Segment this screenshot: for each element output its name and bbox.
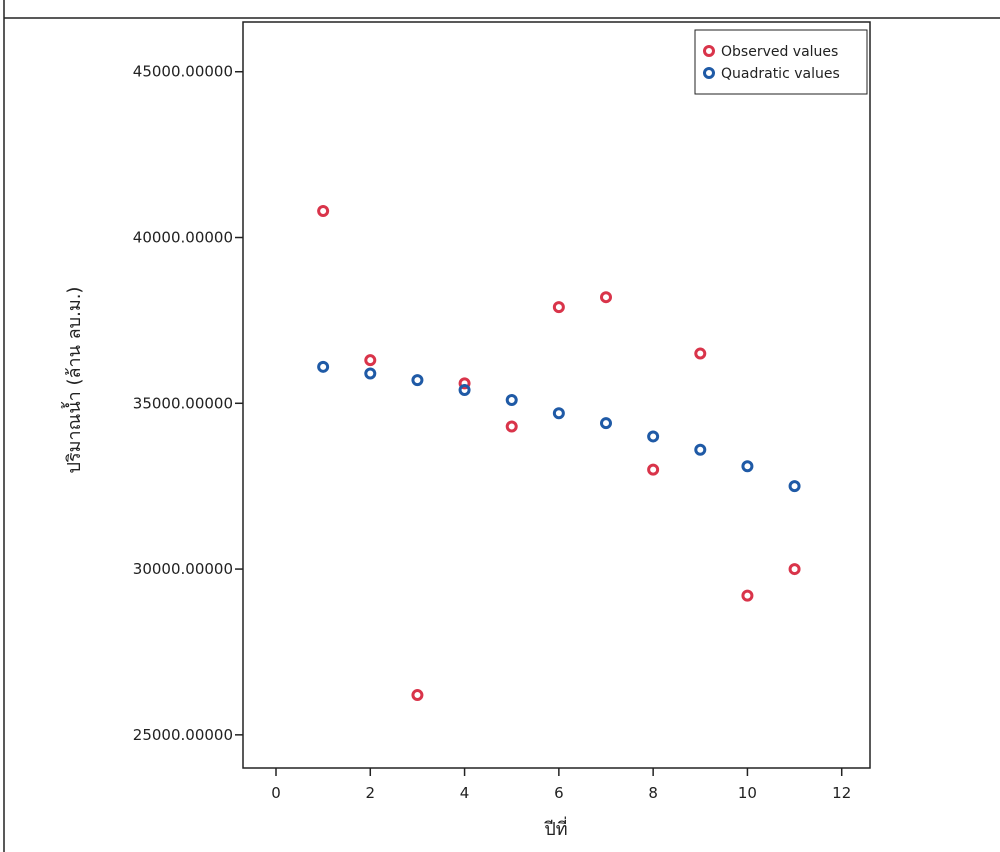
observed-point-6 [602, 293, 611, 302]
quadratic-point-2 [413, 376, 422, 385]
x-axis-title: ปีที่ [544, 816, 568, 840]
quadratic-point-3 [460, 386, 469, 395]
observed-point-8 [696, 349, 705, 358]
y-tick-label-4: 45000.00000 [133, 63, 233, 81]
legend-label-quadratic: Quadratic values [721, 66, 840, 82]
observed-point-10 [790, 565, 799, 574]
x-tick-label-0: 0 [271, 784, 281, 802]
plot-area [243, 22, 870, 768]
observed-point-2 [413, 691, 422, 700]
y-tick-label-2: 35000.00000 [133, 394, 233, 412]
x-tick-label-3: 6 [554, 784, 564, 802]
x-tick-label-1: 2 [366, 784, 376, 802]
legend-box [695, 30, 867, 94]
legend-label-observed: Observed values [721, 44, 838, 60]
observed-point-5 [554, 303, 563, 312]
observed-point-7 [649, 465, 658, 474]
quadratic-point-0 [319, 362, 328, 371]
y-axis: 25000.00000 30000.00000 35000.00000 40000.0… [133, 63, 243, 744]
legend: Observed values Quadratic values [695, 30, 867, 94]
quadratic-point-6 [602, 419, 611, 428]
observed-point-4 [507, 422, 516, 431]
quadratic-point-7 [649, 432, 658, 441]
observed-point-9 [743, 591, 752, 600]
quadratic-point-4 [507, 395, 516, 404]
y-tick-label-0: 25000.00000 [133, 726, 233, 744]
quadratic-point-1 [366, 369, 375, 378]
y-axis-title: ปริมาณน้ำ (ล้าน ลบ.ม.) [61, 287, 85, 474]
quadratic-point-8 [696, 445, 705, 454]
quadratic-point-10 [790, 482, 799, 491]
quadratic-point-9 [743, 462, 752, 471]
y-tick-label-1: 30000.00000 [133, 560, 233, 578]
data-marks [319, 206, 799, 699]
observed-point-0 [319, 206, 328, 215]
x-tick-label-2: 4 [460, 784, 470, 802]
quadratic-point-5 [554, 409, 563, 418]
x-tick-label-4: 8 [648, 784, 658, 802]
y-tick-label-3: 40000.00000 [133, 229, 233, 247]
x-tick-label-5: 10 [738, 784, 757, 802]
x-tick-label-6: 12 [832, 784, 851, 802]
observed-point-1 [366, 356, 375, 365]
x-axis: 0 2 4 6 8 10 12 [271, 768, 851, 802]
